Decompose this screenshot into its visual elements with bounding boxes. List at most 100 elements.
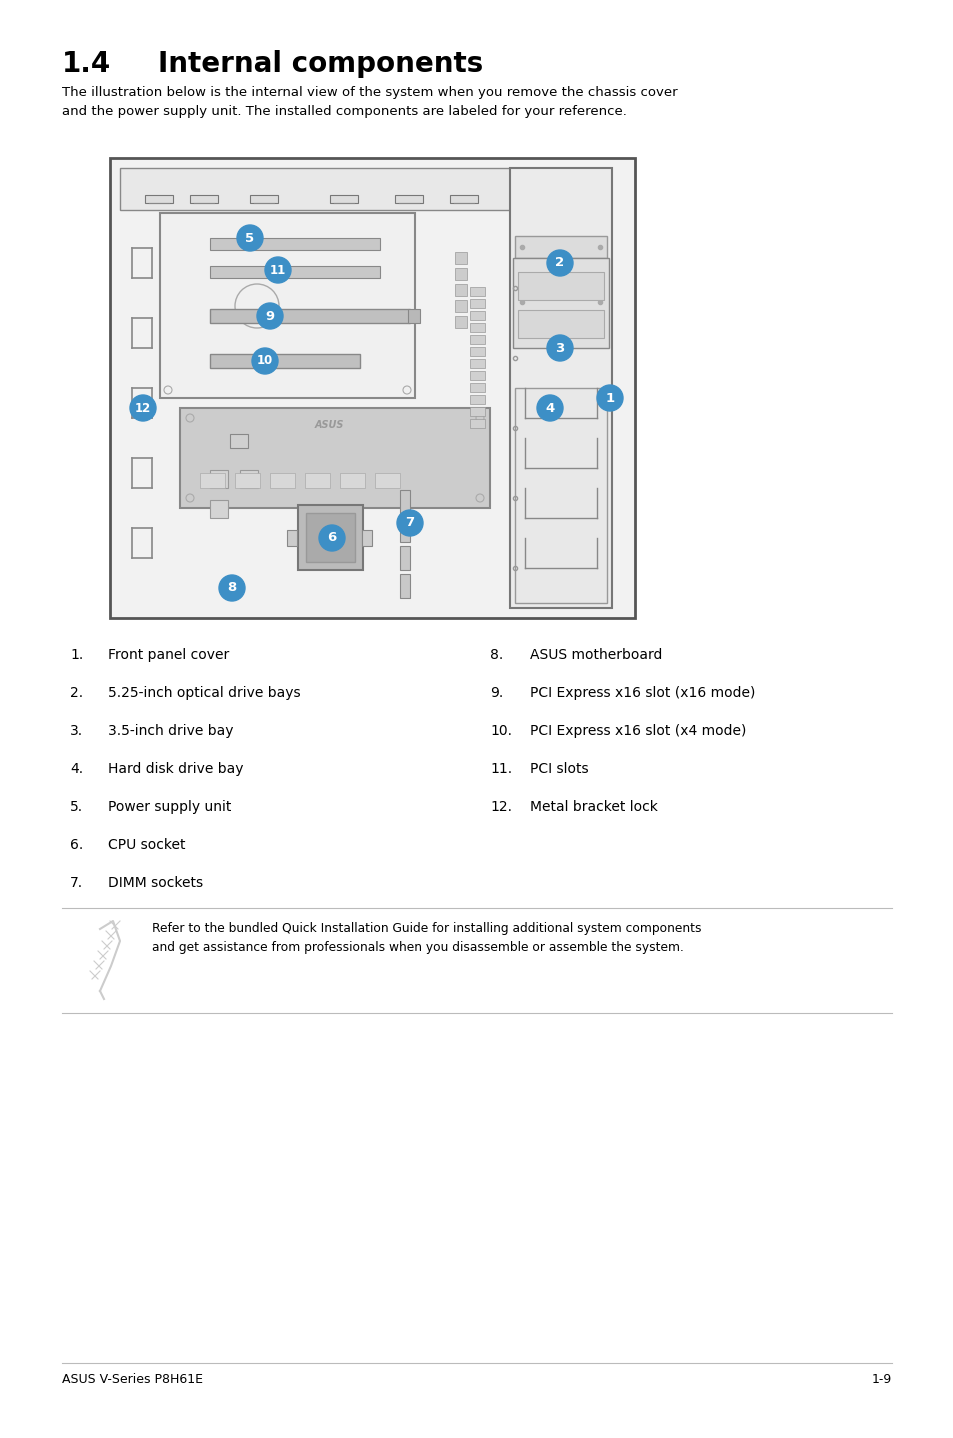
Bar [455,301,467,312]
Bar [513,257,608,348]
Text: 10.: 10. [490,723,512,738]
Bar [180,408,490,508]
Bar [297,505,363,569]
Text: 12: 12 [134,401,151,414]
Text: 3: 3 [555,341,564,355]
Text: 1-9: 1-9 [871,1373,891,1386]
Bar [287,531,296,546]
Text: DIMM sockets: DIMM sockets [108,876,203,890]
Text: 11.: 11. [490,762,512,777]
Text: Internal components: Internal components [158,50,483,78]
Bar [110,158,635,618]
Bar [210,500,228,518]
Text: Hard disk drive bay: Hard disk drive bay [108,762,243,777]
Bar [210,470,228,487]
Circle shape [265,257,291,283]
Bar [145,196,172,203]
Text: Refer to the bundled Quick Installation Guide for installing additional system c: Refer to the bundled Quick Installation … [152,922,700,955]
Text: 12.: 12. [490,800,512,814]
Bar [470,371,484,380]
Circle shape [252,348,277,374]
Bar [510,168,612,608]
Text: ASUS: ASUS [314,420,344,430]
Bar [470,335,484,344]
Circle shape [130,395,156,421]
Text: 4: 4 [545,401,554,414]
Circle shape [546,250,573,276]
Circle shape [546,335,573,361]
Bar [339,473,365,487]
Bar [330,196,357,203]
Text: 2.: 2. [70,686,83,700]
Bar [210,309,410,324]
Bar [470,324,484,332]
Text: PCI slots: PCI slots [530,762,588,777]
Text: 7.: 7. [70,876,83,890]
Bar [470,418,484,429]
Text: The illustration below is the internal view of the system when you remove the ch: The illustration below is the internal v… [62,86,677,118]
Text: 8.: 8. [490,649,503,661]
Text: 7: 7 [405,516,415,529]
Text: 10: 10 [256,355,273,368]
Bar [250,196,277,203]
Bar [399,490,410,513]
Bar [455,316,467,328]
Bar [455,252,467,265]
Bar [190,196,218,203]
Bar [455,267,467,280]
Bar [470,383,484,393]
Text: ASUS motherboard: ASUS motherboard [530,649,661,661]
Bar [455,283,467,296]
Bar [470,360,484,368]
Bar [515,236,606,257]
Bar [470,288,484,296]
Circle shape [597,385,622,411]
Bar [375,473,399,487]
Text: 1.4: 1.4 [62,50,112,78]
Bar [470,395,484,404]
Text: 3.5-inch drive bay: 3.5-inch drive bay [108,723,233,738]
Bar [305,473,330,487]
Text: 8: 8 [227,581,236,594]
Text: 4.: 4. [70,762,83,777]
Text: 6.: 6. [70,838,83,851]
Text: Front panel cover: Front panel cover [108,649,229,661]
Bar [234,473,260,487]
Bar [517,272,603,301]
Text: Metal bracket lock: Metal bracket lock [530,800,658,814]
Bar [210,239,379,250]
Bar [470,311,484,321]
Text: 6: 6 [327,532,336,545]
Circle shape [318,525,345,551]
Circle shape [219,575,245,601]
Text: PCI Express x16 slot (x4 mode): PCI Express x16 slot (x4 mode) [530,723,745,738]
Bar [120,168,584,210]
Bar [515,290,606,313]
Text: 3.: 3. [70,723,83,738]
Bar [240,470,257,487]
Bar [515,388,606,603]
Bar [230,434,248,449]
Text: Power supply unit: Power supply unit [108,800,232,814]
Text: CPU socket: CPU socket [108,838,185,851]
Bar [408,309,419,324]
Bar [210,354,359,368]
Text: ASUS V-Series P8H61E: ASUS V-Series P8H61E [62,1373,203,1386]
Bar [450,196,477,203]
Text: 1: 1 [605,391,614,404]
Bar [160,213,415,398]
Bar [399,546,410,569]
Circle shape [396,510,422,536]
Text: 2: 2 [555,256,564,269]
Bar [517,311,603,338]
Text: 9.: 9. [490,686,503,700]
Bar [395,196,422,203]
Text: 1.: 1. [70,649,83,661]
Text: 9: 9 [265,309,274,322]
Bar [470,299,484,308]
Circle shape [256,303,283,329]
Circle shape [236,224,263,252]
Text: 5.25-inch optical drive bays: 5.25-inch optical drive bays [108,686,300,700]
Text: 5.: 5. [70,800,83,814]
Bar [200,473,225,487]
